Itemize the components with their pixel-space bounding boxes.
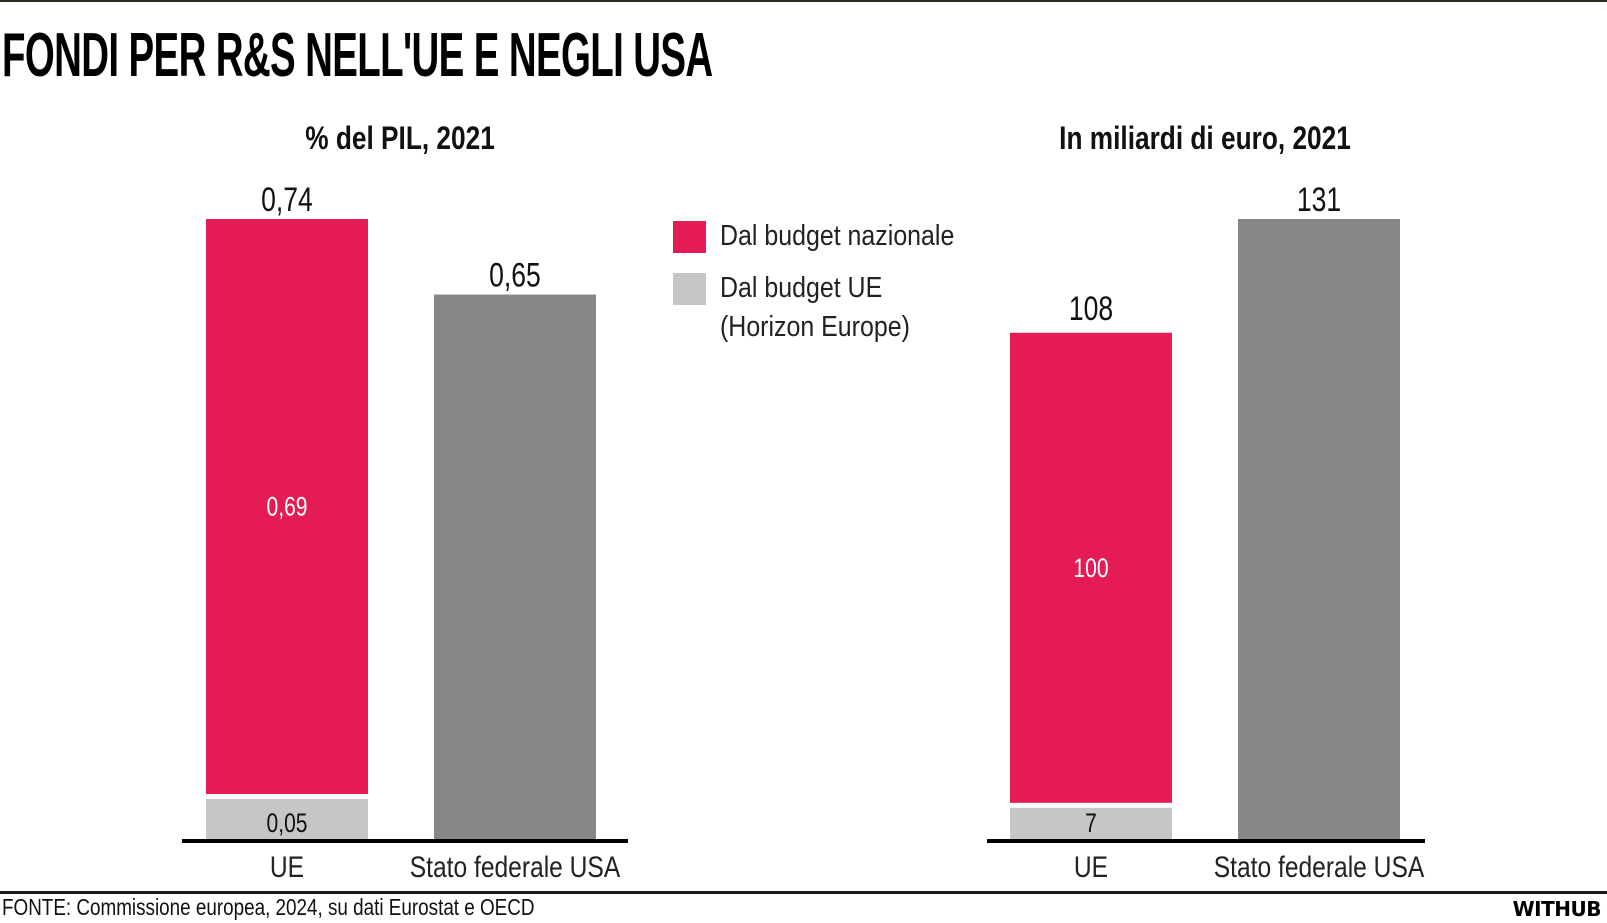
- x-axis-line: [987, 839, 1425, 843]
- footer-rule: [0, 891, 1607, 894]
- x-tick-label: UE: [1074, 850, 1108, 884]
- data-label-eu-budget: 7: [1085, 809, 1097, 839]
- bar-usa: [1238, 219, 1400, 840]
- legend-swatch-eu-budget: [673, 273, 706, 305]
- brand-logo: WITHUB: [1512, 897, 1602, 921]
- bar-usa: [434, 294, 596, 840]
- bar-segment-eu-budget: [1010, 807, 1172, 840]
- x-tick-label: Stato federale USA: [1214, 850, 1425, 884]
- legend-label-eu-budget-line2: (Horizon Europe): [720, 311, 910, 343]
- x-tick-label: Stato federale USA: [410, 850, 621, 884]
- x-tick-label: UE: [270, 850, 304, 884]
- legend-label-national: Dal budget nazionale: [720, 220, 955, 252]
- total-label: 0,74: [261, 181, 313, 219]
- bar-segment-eu-budget: [206, 799, 368, 840]
- legend-label-eu-budget: Dal budget UE (Horizon Europe): [720, 269, 910, 347]
- legend-label-eu-budget-line1: Dal budget UE: [720, 272, 883, 304]
- bar-segment-national: [1010, 332, 1172, 803]
- bar-segment-national: [206, 219, 368, 795]
- chart-right-title: In miliardi di euro, 2021: [1059, 120, 1351, 156]
- x-axis-line: [182, 839, 628, 843]
- data-label-eu-budget: 0,05: [267, 809, 308, 839]
- total-label: 0,65: [489, 256, 541, 294]
- data-label-national: 100: [1073, 553, 1108, 583]
- top-rule: [0, 0, 1607, 2]
- chart-left-title: % del PIL, 2021: [305, 120, 495, 156]
- total-label: 131: [1297, 181, 1341, 219]
- data-label-national: 0,69: [267, 492, 308, 522]
- source-note: FONTE: Commissione europea, 2024, su dat…: [2, 894, 535, 920]
- total-label: 108: [1069, 290, 1113, 328]
- legend-swatch-national: [673, 221, 706, 253]
- page-title: FONDI PER R&S NELL'UE E NEGLI USA: [2, 21, 713, 90]
